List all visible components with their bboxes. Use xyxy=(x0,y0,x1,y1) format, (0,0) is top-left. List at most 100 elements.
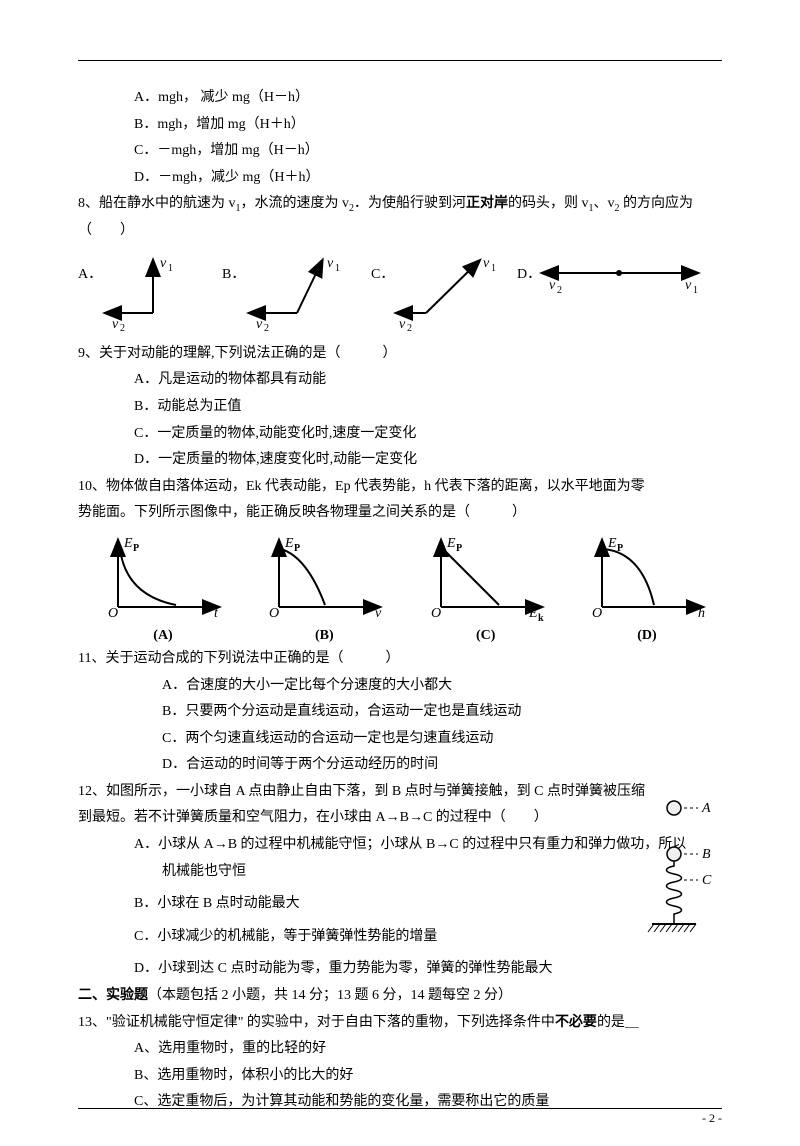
q8-lbl-d: D． xyxy=(517,253,537,283)
q12-spring-figure: A B C xyxy=(646,798,716,963)
svg-text:v: v xyxy=(112,317,119,331)
svg-text:E: E xyxy=(446,536,456,551)
q7-opt-b: B．mgh，增加 mg（H＋h） xyxy=(78,112,722,139)
q8-vec-a: v1 v2 xyxy=(98,253,208,331)
q12-a1: A．小球从 A→B 的过程中机械能守恒；小球从 B→C 的过程中只有重力和弹力做… xyxy=(78,832,722,859)
q8-s2: ，水流的速度为 v xyxy=(241,196,350,211)
q12-s1: 12、如图所示，一小球自 A 点由静止自由下落，到 B 点时与弹簧接触，到 C … xyxy=(78,779,722,806)
q10-graph-d: EP O h xyxy=(582,535,712,621)
q8-s5: 、v xyxy=(594,196,615,211)
q10-graph-c: EP O Ek xyxy=(421,535,551,621)
svg-text:1: 1 xyxy=(335,263,340,274)
q8-stem: 8、船在静水中的航速为 v1，水流的速度为 v2．为使船行驶到河正对岸的码头，则… xyxy=(78,191,722,244)
q10-s2: 势能面。下列所示图像中，能正确反映各物理量之间关系的是（ ） xyxy=(78,500,722,527)
q10-graph-a: EP O t xyxy=(98,535,228,621)
svg-text:h: h xyxy=(698,606,705,621)
q10-graph-b: EP O v xyxy=(259,535,389,621)
q10-cap-c: (C) xyxy=(421,628,551,644)
q13-s1: 13、"验证机械能守恒定律" 的实验中，对于自由下落的重物，下列选择条件中 xyxy=(78,1015,555,1030)
q10-cap-b: (B) xyxy=(259,628,389,644)
svg-text:P: P xyxy=(133,543,139,554)
svg-text:P: P xyxy=(456,543,462,554)
page-footer: - 2 - xyxy=(78,1108,722,1126)
section2-title: 二、实验题 xyxy=(78,988,148,1003)
svg-text:E: E xyxy=(528,606,538,621)
q9-c: C．一定质量的物体,动能变化时,速度一定变化 xyxy=(78,421,722,448)
q7-opt-d: D．－mgh，减少 mg（H＋h） xyxy=(78,165,722,192)
q8-vec-b: v1 v2 xyxy=(242,253,357,331)
svg-text:1: 1 xyxy=(491,263,496,274)
q7-opt-c: C．－mgh，增加 mg（H－h） xyxy=(78,138,722,165)
q9-d: D．一定质量的物体,速度变化时,动能一定变化 xyxy=(78,447,722,474)
q11-b: B．只要两个分运动是直线运动，合运动一定也是直线运动 xyxy=(78,699,722,726)
q13-bold: 不必要 xyxy=(555,1015,597,1030)
q9-a: A．凡是运动的物体都具有动能 xyxy=(78,367,722,394)
q8-bold: 正对岸 xyxy=(466,196,508,211)
svg-text:v: v xyxy=(256,317,263,331)
svg-text:v: v xyxy=(327,256,334,271)
q11-stem: 11、关于运动合成的下列说法中正确的是（ ） xyxy=(78,646,722,673)
q10-fig-d: EP O h (D) xyxy=(582,535,712,644)
svg-text:v: v xyxy=(483,256,490,271)
q13-s2: 的是＿ xyxy=(597,1015,639,1030)
q7-opt-a: A．mgh， 减少 mg（H－h） xyxy=(78,85,722,112)
q10-cap-a: (A) xyxy=(98,628,228,644)
section2-desc: （本题包括 2 小题，共 14 分；13 题 6 分，14 题每空 2 分） xyxy=(148,988,512,1003)
svg-text:1: 1 xyxy=(168,263,173,274)
svg-text:2: 2 xyxy=(407,323,412,331)
q8-options: A． v1 v2 B． v1 v2 C． v1 v2 D． v2 v1 xyxy=(78,253,722,331)
q13-a: A、选用重物时，重的比轻的好 xyxy=(78,1036,722,1063)
q10-fig-a: EP O t (A) xyxy=(98,535,228,644)
svg-text:2: 2 xyxy=(264,323,269,331)
q8-vec-d: v2 v1 xyxy=(537,253,705,303)
svg-text:v: v xyxy=(549,278,556,293)
svg-text:O: O xyxy=(431,606,441,621)
svg-text:O: O xyxy=(108,606,118,621)
q12-a2: 机械能也守恒 xyxy=(78,859,722,886)
q10-fig-b: EP O v (B) xyxy=(259,535,389,644)
q12-s2: 到最短。若不计弹簧质量和空气阻力，在小球由 A→B→C 的过程中（ ） xyxy=(78,805,722,832)
q12-c: C．小球减少的机械能，等于弹簧弹性势能的增量 xyxy=(78,924,722,951)
svg-text:E: E xyxy=(123,536,133,551)
q8-lbl-a: A． xyxy=(78,253,98,283)
svg-text:v: v xyxy=(685,278,692,293)
q8-lbl-b: B． xyxy=(222,253,242,283)
svg-text:B: B xyxy=(702,847,711,862)
top-rule xyxy=(78,60,722,61)
svg-text:O: O xyxy=(269,606,279,621)
q11-c: C．两个匀速直线运动的合运动一定也是匀速直线运动 xyxy=(78,726,722,753)
q10-cap-d: (D) xyxy=(582,628,712,644)
section2-heading: 二、实验题（本题包括 2 小题，共 14 分；13 题 6 分，14 题每空 2… xyxy=(78,983,722,1010)
svg-text:k: k xyxy=(538,613,544,621)
q12-b: B．小球在 B 点时动能最大 xyxy=(78,891,722,918)
svg-text:v: v xyxy=(375,606,382,621)
q8-s1: 8、船在静水中的航速为 v xyxy=(78,196,236,211)
q9-stem: 9、关于对动能的理解,下列说法正确的是（ ） xyxy=(78,341,722,368)
q10-figures: EP O t (A) EP O v (B) EP O xyxy=(98,535,712,644)
q12-d: D．小球到达 C 点时动能为零，重力势能为零，弹簧的弹性势能最大 xyxy=(78,956,722,983)
q10-s1: 10、物体做自由落体运动，Ek 代表动能，Ep 代表势能，h 代表下落的距离，以… xyxy=(78,474,722,501)
svg-text:O: O xyxy=(592,606,602,621)
svg-text:P: P xyxy=(294,543,300,554)
q10-fig-c: EP O Ek (C) xyxy=(421,535,551,644)
q8-lbl-c: C． xyxy=(371,253,391,283)
svg-text:A: A xyxy=(701,801,711,816)
q8-s3: ．为使船行驶到河 xyxy=(354,196,466,211)
svg-text:E: E xyxy=(284,536,294,551)
svg-text:2: 2 xyxy=(120,323,125,331)
q13-stem: 13、"验证机械能守恒定律" 的实验中，对于自由下落的重物，下列选择条件中不必要… xyxy=(78,1010,722,1037)
svg-text:v: v xyxy=(160,256,167,271)
svg-text:2: 2 xyxy=(557,285,562,296)
q11-d: D．合运动的时间等于两个分运动经历的时间 xyxy=(78,752,722,779)
svg-text:1: 1 xyxy=(693,285,698,296)
svg-text:E: E xyxy=(607,536,617,551)
q11-a: A．合速度的大小一定比每个分速度的大小都大 xyxy=(78,673,722,700)
q8-s4: 的码头，则 v xyxy=(508,196,589,211)
q9-b: B．动能总为正值 xyxy=(78,394,722,421)
svg-text:v: v xyxy=(399,317,406,331)
svg-text:P: P xyxy=(617,543,623,554)
q8-vec-c: v1 v2 xyxy=(391,253,511,331)
svg-text:t: t xyxy=(214,606,219,621)
q13-b: B、选用重物时，体积小的比大的好 xyxy=(78,1063,722,1090)
svg-text:C: C xyxy=(702,873,712,888)
